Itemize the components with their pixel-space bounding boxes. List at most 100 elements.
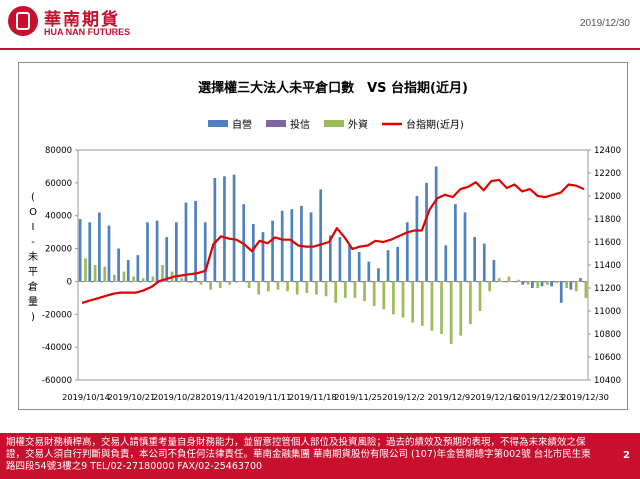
bar-foreign: [449, 281, 453, 344]
y2-tick-label: 10400: [594, 376, 621, 386]
y2-tick-label: 11800: [594, 215, 621, 225]
bar-foreign: [536, 281, 540, 288]
bar-trust: [100, 281, 104, 283]
bar-trust: [91, 281, 94, 283]
bar-foreign: [113, 274, 116, 282]
bar-trust: [283, 281, 287, 283]
y2-tick-label: 10600: [594, 353, 621, 363]
bar-dealer: [194, 200, 197, 282]
legend-swatch-0: [208, 120, 228, 127]
bar-dealer: [559, 281, 563, 303]
x-tick-label: 2019/12/23: [516, 392, 564, 402]
bar-foreign: [161, 265, 164, 282]
bar-foreign: [315, 281, 318, 295]
y2-tick-label: 11200: [594, 284, 621, 294]
bar-dealer: [348, 245, 351, 282]
bar-dealer: [300, 205, 303, 282]
bar-trust: [245, 281, 248, 283]
bar-foreign: [526, 281, 530, 285]
bar-trust: [360, 281, 364, 283]
bar-trust: [81, 281, 85, 283]
bar-dealer: [357, 251, 361, 282]
bar-trust: [552, 281, 556, 283]
bar-foreign: [93, 265, 97, 282]
x-tick-label: 2019/11/11: [244, 392, 292, 402]
bar-trust: [235, 281, 239, 283]
bar-trust: [302, 281, 306, 283]
bar-trust: [504, 281, 508, 283]
bar-trust: [110, 281, 114, 283]
bar-dealer: [454, 204, 457, 282]
y-tick-label: 0: [67, 277, 72, 287]
bar-foreign: [334, 281, 338, 303]
logo-english-name: HUA NAN FUTURES: [44, 27, 131, 37]
bar-dealer: [482, 243, 486, 282]
bar-foreign: [343, 281, 347, 298]
plot-area: [77, 149, 589, 381]
bar-foreign: [295, 281, 299, 295]
bar-trust: [456, 281, 460, 283]
bar-dealer: [165, 237, 169, 282]
bar-trust: [389, 281, 393, 283]
x-tick-label: 2019/10/14: [62, 392, 110, 402]
bar-trust: [264, 281, 267, 283]
bar-dealer: [117, 248, 120, 282]
x-tick-label: 2019/11/4: [201, 392, 244, 402]
bar-trust: [495, 281, 498, 283]
bar-dealer: [213, 177, 217, 282]
y-axis-label-char: 倉: [28, 280, 38, 293]
bar-foreign: [507, 276, 511, 282]
bar-foreign: [218, 281, 222, 288]
legend-swatch-1: [266, 120, 286, 127]
y-tick-label: 80000: [45, 146, 72, 156]
header-divider: [0, 48, 640, 50]
bar-foreign: [353, 281, 357, 298]
y-axis-label-char: O: [29, 207, 37, 218]
bar-foreign: [247, 281, 251, 288]
bar-dealer: [174, 222, 178, 282]
y-axis-label-char: (: [31, 192, 35, 203]
bar-trust: [216, 281, 219, 283]
bar-foreign: [555, 281, 559, 284]
y-tick-label: 20000: [45, 245, 72, 255]
bar-trust: [562, 281, 566, 283]
bar-foreign: [363, 281, 366, 302]
bar-trust: [475, 281, 479, 283]
x-tick-label: 2019/10/28: [153, 392, 201, 402]
bar-dealer: [203, 222, 207, 282]
bar-dealer: [473, 237, 476, 282]
footer: 期權交易財務槓桿高，交易人請慎重考量自身財務能力，並留意控管個人部位及投資風險；…: [0, 433, 640, 479]
bar-dealer: [146, 222, 149, 282]
bar-foreign: [238, 281, 241, 283]
bar-foreign: [430, 281, 434, 331]
bar-foreign: [574, 281, 578, 292]
y-axis-label-char: 平: [28, 267, 38, 278]
bar-dealer: [98, 212, 101, 282]
legend-label: 台指期(近月): [406, 118, 464, 131]
y2-tick-label: 12400: [594, 146, 621, 156]
bar-trust: [129, 281, 133, 283]
bar-foreign: [488, 281, 492, 292]
bar-trust: [427, 281, 431, 283]
bar-foreign: [228, 281, 232, 285]
legend-label: 投信: [290, 118, 310, 131]
bar-foreign: [209, 281, 212, 290]
bar-foreign: [103, 266, 107, 282]
bar-trust: [379, 281, 383, 283]
bar-trust: [168, 281, 171, 283]
bar-foreign: [401, 281, 405, 318]
bar-foreign: [411, 281, 415, 323]
bar-dealer: [425, 182, 428, 282]
bar-foreign: [199, 281, 203, 285]
bar-foreign: [382, 281, 386, 310]
bar-dealer: [136, 255, 140, 282]
bar-trust: [322, 281, 325, 283]
bar-foreign: [84, 258, 87, 282]
y-axis-label-char: I: [32, 222, 35, 233]
y-axis-label-char: ): [31, 312, 35, 323]
bar-trust: [485, 281, 489, 283]
bar-dealer: [319, 189, 323, 282]
legend-label: 自營: [232, 118, 252, 131]
bar-trust: [254, 281, 258, 283]
